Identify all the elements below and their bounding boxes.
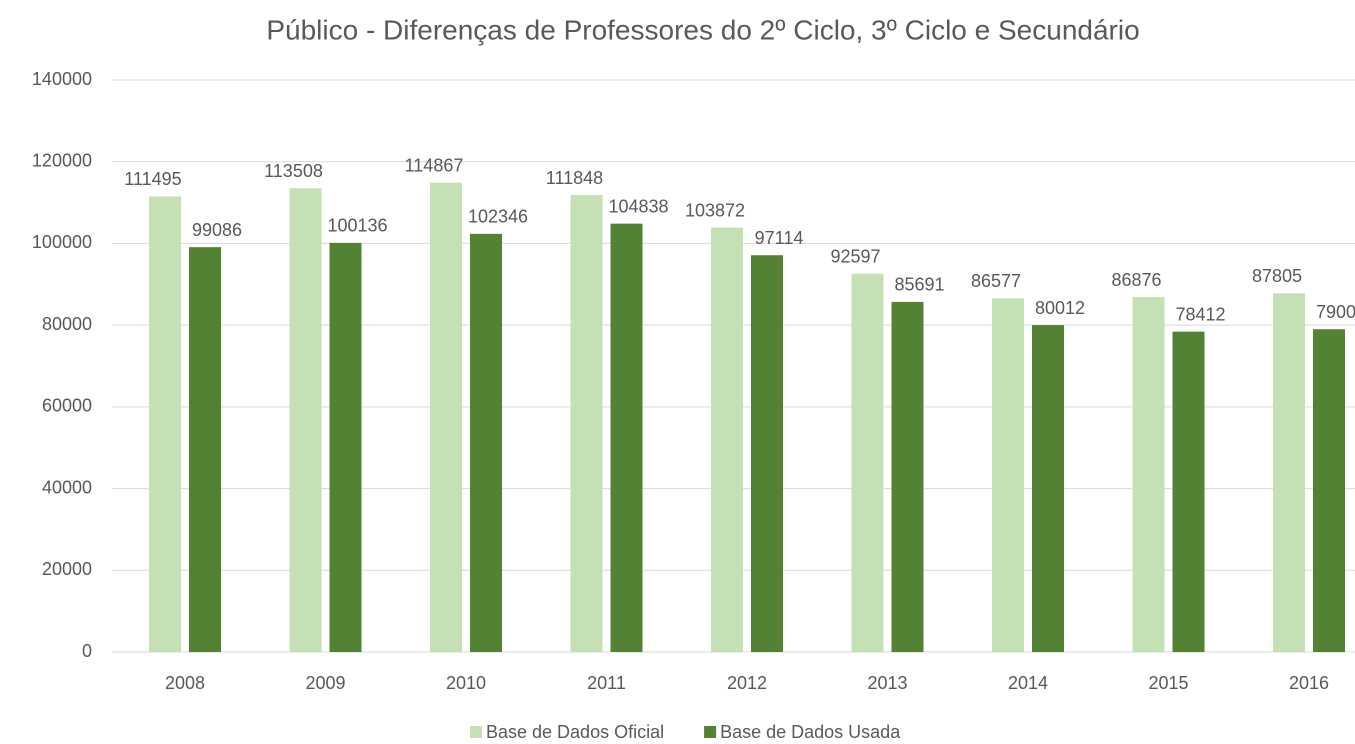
chart-title: Público - Diferenças de Professores do 2… <box>266 14 1139 45</box>
bar <box>1172 331 1205 652</box>
bar <box>289 188 322 652</box>
data-label: 78412 <box>1175 304 1225 324</box>
bar <box>470 233 502 652</box>
bar <box>329 242 362 652</box>
data-label: 97114 <box>755 228 804 248</box>
x-tick-label: 2015 <box>1148 673 1188 693</box>
x-tick-label: 2014 <box>1008 673 1048 693</box>
data-label: 87805 <box>1252 266 1302 286</box>
y-tick-label: 140000 <box>32 69 92 89</box>
legend-label: Base de Dados Usada <box>720 722 901 742</box>
data-label: 114867 <box>405 155 464 175</box>
data-label: 111848 <box>546 168 603 188</box>
bar <box>189 247 221 653</box>
data-label: 79001 <box>1316 302 1355 322</box>
bar <box>1032 325 1064 652</box>
bar <box>149 196 181 652</box>
data-label: 113508 <box>264 161 323 181</box>
y-tick-label: 0 <box>82 641 92 661</box>
data-label: 102346 <box>468 207 528 227</box>
bar <box>570 195 603 652</box>
data-label: 86577 <box>971 271 1021 291</box>
data-label: 111495 <box>124 169 181 189</box>
legend-swatch <box>470 726 482 738</box>
bar <box>711 227 743 652</box>
x-tick-label: 2013 <box>867 673 907 693</box>
x-tick-label: 2012 <box>727 673 767 693</box>
bar <box>1313 329 1345 652</box>
legend-swatch <box>704 726 717 738</box>
data-label: 85691 <box>894 275 944 295</box>
x-tick-label: 2011 <box>587 673 626 693</box>
bar <box>751 255 783 652</box>
data-label: 86876 <box>1111 270 1161 290</box>
data-label: 104838 <box>608 196 668 216</box>
bar <box>1273 293 1305 652</box>
y-tick-label: 20000 <box>42 559 92 579</box>
bar <box>1132 297 1165 652</box>
data-label: 80012 <box>1035 298 1085 318</box>
y-tick-label: 60000 <box>42 396 92 416</box>
bar <box>430 182 462 652</box>
x-tick-label: 2010 <box>446 673 486 693</box>
x-tick-label: 2009 <box>305 673 345 693</box>
y-tick-label: 100000 <box>32 232 92 252</box>
x-tick-label: 2016 <box>1289 673 1329 693</box>
y-tick-label: 120000 <box>32 150 92 170</box>
bar <box>992 298 1024 652</box>
x-tick-label: 2008 <box>165 673 205 693</box>
legend-label: Base de Dados Oficial <box>486 722 664 742</box>
data-label: 92597 <box>830 246 880 266</box>
y-tick-label: 80000 <box>42 314 92 334</box>
y-tick-label: 40000 <box>42 477 92 497</box>
bar <box>851 273 884 652</box>
bar <box>891 301 924 652</box>
bar <box>610 223 643 653</box>
data-label: 99086 <box>192 220 242 240</box>
data-label: 100136 <box>327 216 387 236</box>
data-label: 103872 <box>685 200 745 220</box>
